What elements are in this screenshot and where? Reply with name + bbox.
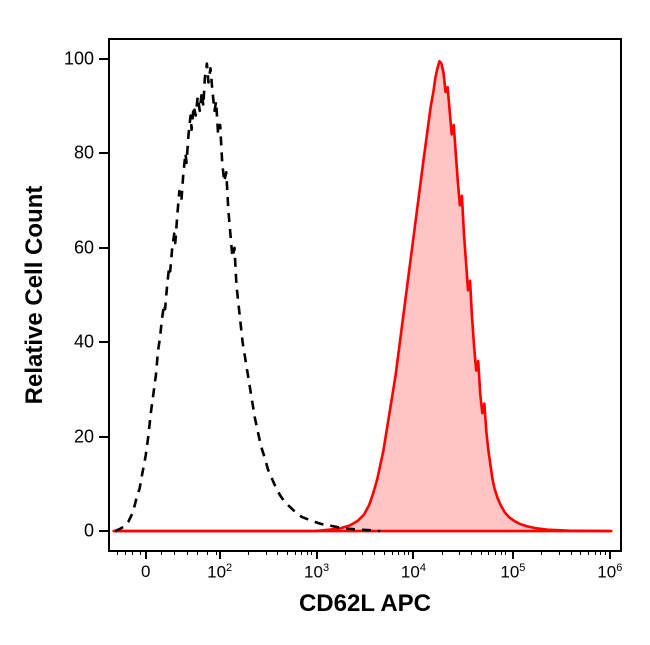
x-tick-label: 106 xyxy=(597,562,622,583)
x-tick xyxy=(412,550,414,559)
x-minor-tick xyxy=(295,550,296,555)
x-tick-label: 0 xyxy=(141,562,150,582)
x-minor-tick xyxy=(495,550,496,555)
x-minor-tick xyxy=(207,550,208,555)
x-tick xyxy=(145,550,147,559)
x-minor-tick xyxy=(216,550,217,555)
x-minor-tick xyxy=(392,550,393,555)
x-tick xyxy=(219,550,221,559)
y-tick-label: 60 xyxy=(74,237,94,258)
x-minor-tick xyxy=(311,550,312,555)
x-minor-tick xyxy=(595,550,596,555)
y-tick-label: 100 xyxy=(64,48,94,69)
x-tick xyxy=(316,550,318,559)
y-tick xyxy=(99,341,108,343)
y-tick xyxy=(99,530,108,532)
x-minor-tick xyxy=(161,550,162,555)
x-tick-label: 103 xyxy=(304,562,329,583)
x-minor-tick xyxy=(481,550,482,555)
x-minor-tick xyxy=(588,550,589,555)
x-tick-label: 105 xyxy=(500,562,525,583)
x-minor-tick xyxy=(345,550,346,555)
x-minor-tick xyxy=(571,550,572,555)
x-minor-tick xyxy=(174,550,175,555)
y-tick-label: 40 xyxy=(74,332,94,353)
x-minor-tick xyxy=(140,550,141,555)
x-minor-tick xyxy=(125,550,126,555)
x-minor-tick xyxy=(374,550,375,555)
control-outline xyxy=(115,64,380,532)
x-minor-tick xyxy=(505,550,506,555)
x-minor-tick xyxy=(541,550,542,555)
flow-cytometry-histogram: 0102103104105106 020406080100 CD62L APC … xyxy=(0,0,650,645)
x-axis-label: CD62L APC xyxy=(299,590,431,618)
x-minor-tick xyxy=(488,550,489,555)
x-minor-tick xyxy=(362,550,363,555)
y-tick-label: 0 xyxy=(84,521,94,542)
x-minor-tick xyxy=(442,550,443,555)
x-minor-tick xyxy=(559,550,560,555)
x-minor-tick xyxy=(605,550,606,555)
x-tick-label: 102 xyxy=(207,562,232,583)
x-minor-tick xyxy=(404,550,405,555)
x-tick xyxy=(609,550,611,559)
x-tick-label: 104 xyxy=(401,562,426,583)
x-minor-tick xyxy=(301,550,302,555)
x-minor-tick xyxy=(600,550,601,555)
x-minor-tick xyxy=(398,550,399,555)
x-minor-tick xyxy=(117,550,118,555)
x-minor-tick xyxy=(266,550,267,555)
x-minor-tick xyxy=(459,550,460,555)
y-tick-label: 20 xyxy=(74,426,94,447)
x-minor-tick xyxy=(408,550,409,555)
y-tick xyxy=(99,436,108,438)
histogram-curves xyxy=(0,0,650,645)
x-minor-tick xyxy=(187,550,188,555)
y-tick-label: 80 xyxy=(74,143,94,164)
y-tick xyxy=(99,247,108,249)
x-minor-tick xyxy=(277,550,278,555)
x-tick xyxy=(512,550,514,559)
x-minor-tick xyxy=(384,550,385,555)
x-minor-tick xyxy=(132,550,133,555)
x-minor-tick xyxy=(197,550,198,555)
x-minor-tick xyxy=(471,550,472,555)
x-minor-tick xyxy=(580,550,581,555)
y-axis-label: Relative Cell Count xyxy=(21,186,49,405)
x-minor-tick xyxy=(307,550,308,555)
y-tick xyxy=(99,58,108,60)
y-tick xyxy=(99,152,108,154)
x-minor-tick xyxy=(248,550,249,555)
x-minor-tick xyxy=(501,550,502,555)
x-minor-tick xyxy=(287,550,288,555)
